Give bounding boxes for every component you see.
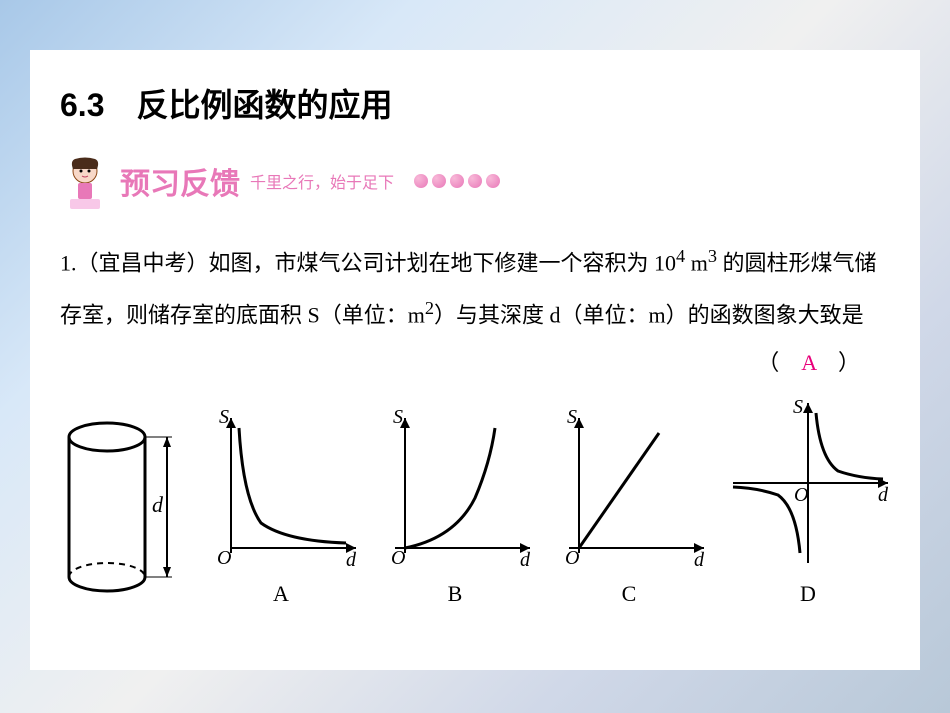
graph-a-svg: S d O (201, 408, 361, 568)
svg-text:d: d (346, 549, 357, 568)
svg-text:S: S (793, 398, 803, 418)
graph-d: S d O D (723, 398, 893, 607)
section-title: 6.3 反比例函数的应用 (30, 50, 920, 126)
answer-line: （ A ） (60, 339, 890, 387)
svg-text:S: S (393, 408, 403, 428)
graph-d-svg: S d O (723, 398, 893, 568)
preview-banner: 预习反馈 千里之行，始于足下 (60, 146, 920, 216)
svg-text:O: O (217, 547, 231, 568)
graph-label-b: B (375, 581, 535, 607)
svg-text:d: d (694, 549, 705, 568)
svg-text:S: S (567, 408, 577, 428)
cartoon-girl-icon (60, 151, 110, 211)
svg-text:S: S (219, 408, 229, 428)
graphs-row: d S d O A S d (30, 388, 920, 607)
banner-sub-text: 千里之行，始于足下 (250, 169, 394, 193)
banner-main-text: 预习反馈 (120, 159, 240, 203)
svg-text:O: O (391, 547, 405, 568)
graph-label-d: D (723, 581, 893, 607)
graph-b-svg: S d O (375, 408, 535, 568)
decorative-dots (414, 174, 500, 188)
graph-label-c: C (549, 581, 709, 607)
svg-text:d: d (152, 492, 164, 517)
svg-text:O: O (565, 547, 579, 568)
graph-b: S d O B (375, 408, 535, 607)
graph-c: S d O C (549, 408, 709, 607)
graph-c-svg: S d O (549, 408, 709, 568)
graph-label-a: A (201, 581, 361, 607)
svg-text:d: d (878, 484, 889, 506)
answer-letter: A (801, 350, 816, 375)
svg-text:O: O (794, 484, 808, 506)
slide-content: 6.3 反比例函数的应用 预习反馈 千里之行，始于足下 1.（宜昌中考）如图，市… (30, 50, 920, 670)
svg-text:d: d (520, 549, 531, 568)
cylinder-figure: d (57, 412, 187, 607)
cylinder-svg: d (57, 412, 187, 602)
graph-a: S d O A (201, 408, 361, 607)
question-text: 1.（宜昌中考）如图，市煤气公司计划在地下修建一个容积为 104 m3 的圆柱形… (30, 216, 920, 388)
